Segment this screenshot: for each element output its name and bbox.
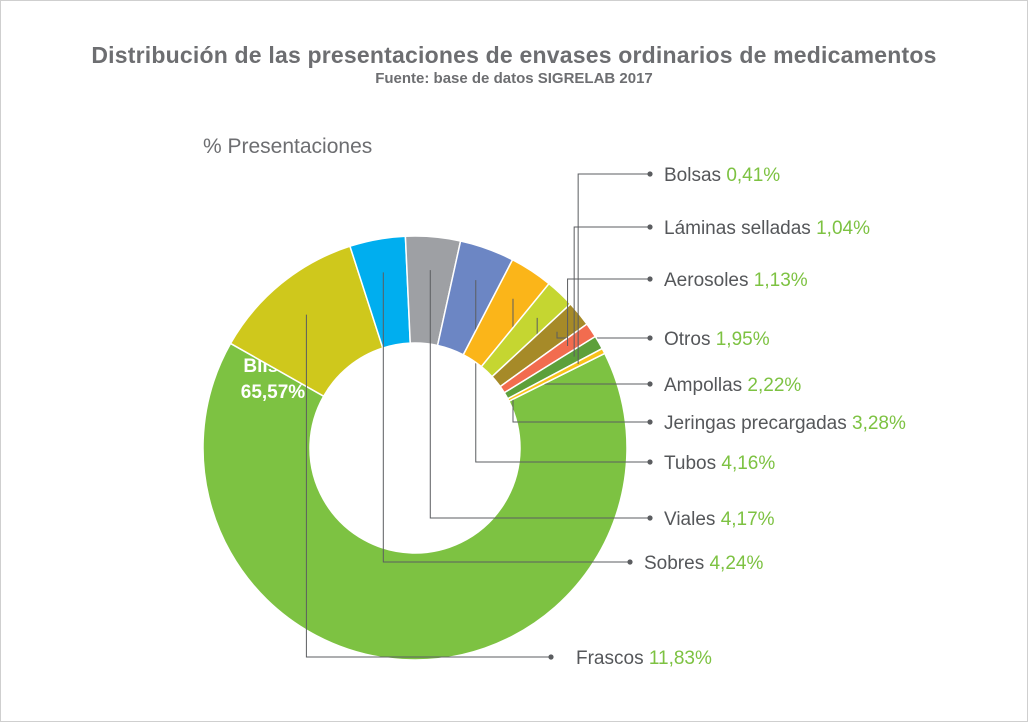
chart-series-label: % Presentaciones: [203, 135, 373, 158]
leader-line-viales: [429, 270, 650, 519]
leader-line-aerosoles: [567, 278, 650, 347]
label-bolsas: Bolsas 0,41%: [664, 165, 780, 186]
leader-dot-laminas-selladas: [647, 224, 653, 230]
leader-dot-sobres: [627, 559, 633, 565]
chart-subtitle: Fuente: base de datos SIGRELAB 2017: [375, 70, 653, 87]
leader-dot-jeringas-precargadas: [647, 419, 653, 425]
label-tubos-value: 4,16%: [721, 453, 775, 474]
label-aerosoles: Aerosoles 1,13%: [664, 270, 808, 291]
leader-dot-bolsas: [647, 171, 653, 177]
label-otros-value: 1,95%: [716, 329, 770, 350]
label-aerosoles-name: Aerosoles: [664, 270, 754, 291]
label-otros: Otros 1,95%: [664, 329, 770, 350]
label-ampollas-value: 2,22%: [747, 375, 801, 396]
label-viales-value: 4,17%: [721, 509, 775, 530]
leader-dot-viales: [647, 515, 653, 521]
chart-title: Distribución de las presentaciones de en…: [91, 42, 937, 68]
label-sobres-name: Sobres: [644, 553, 709, 574]
label-laminas-selladas-value: 1,04%: [816, 218, 870, 239]
label-tubos: Tubos 4,16%: [664, 453, 775, 474]
label-jeringas-precargadas-value: 3,28%: [852, 413, 906, 434]
label-frascos: Frascos 11,83%: [576, 648, 712, 669]
leader-line-laminas-selladas: [573, 226, 650, 357]
label-laminas-selladas-name: Láminas selladas: [664, 218, 816, 239]
label-otros-name: Otros: [664, 329, 716, 350]
leader-dot-frascos: [548, 654, 554, 660]
leader-dot-ampollas: [647, 381, 653, 387]
label-jeringas-precargadas-name: Jeringas precargadas: [664, 413, 852, 434]
label-sobres: Sobres 4,24%: [644, 553, 763, 574]
label-frascos-name: Frascos: [576, 648, 649, 669]
slice-blister: [202, 342, 628, 661]
label-tubos-name: Tubos: [664, 453, 721, 474]
leader-dot-otros: [647, 335, 653, 341]
leader-line-otros: [556, 331, 650, 339]
label-viales-name: Viales: [664, 509, 721, 530]
label-sobres-value: 4,24%: [709, 553, 763, 574]
label-jeringas-precargadas: Jeringas precargadas 3,28%: [664, 413, 906, 434]
label-blister-value: 65,57%: [241, 382, 306, 403]
leader-line-sobres: [382, 272, 630, 563]
label-bolsas-name: Bolsas: [664, 165, 726, 186]
label-laminas-selladas: Láminas selladas 1,04%: [664, 218, 870, 239]
leader-line-frascos: [305, 314, 551, 658]
label-ampollas-name: Ampollas: [664, 375, 747, 396]
label-aerosoles-value: 1,13%: [754, 270, 808, 291]
slice-bolsas: [506, 347, 606, 403]
leader-dot-tubos: [647, 459, 653, 465]
label-bolsas-value: 0,41%: [726, 165, 780, 186]
label-viales: Viales 4,17%: [664, 509, 775, 530]
leader-line-bolsas: [577, 173, 650, 365]
label-frascos-value: 11,83%: [649, 648, 712, 669]
leader-dot-aerosoles: [647, 276, 653, 282]
label-ampollas: Ampollas 2,22%: [664, 375, 801, 396]
